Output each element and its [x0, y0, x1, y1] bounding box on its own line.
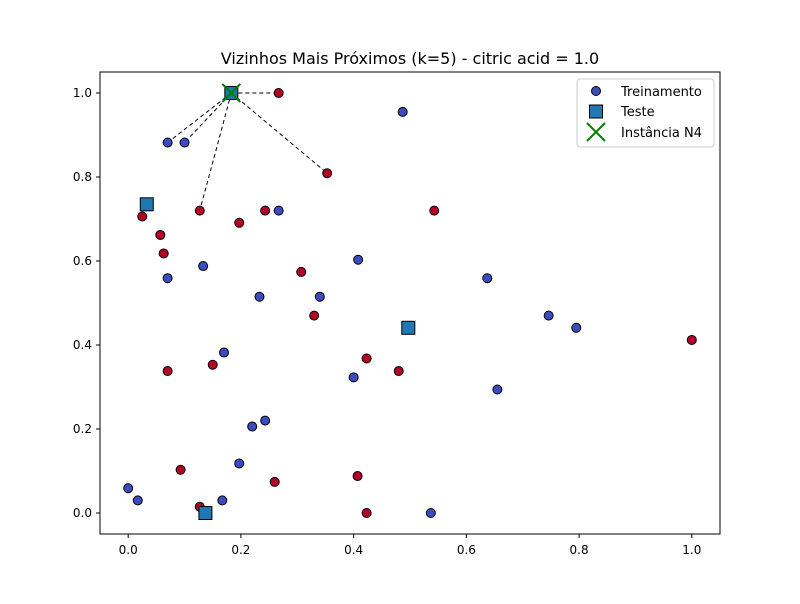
- training-point-blue: [123, 483, 134, 494]
- training-point-red: [361, 508, 372, 518]
- test-point: [139, 197, 154, 212]
- test-point: [198, 506, 213, 520]
- legend-marker-training: [591, 86, 601, 96]
- training-point-red: [429, 205, 440, 216]
- training-point-red: [234, 217, 245, 228]
- training-point-red: [162, 366, 173, 377]
- training-point-blue: [314, 291, 325, 302]
- training-point-blue: [234, 458, 245, 469]
- training-point-red: [361, 353, 372, 364]
- x-tick-label: 0.2: [231, 543, 250, 557]
- x-tick-label: 1.0: [682, 543, 701, 557]
- training-point-blue: [162, 273, 173, 284]
- plot-area: 0.0 0.2 0.4 0.6 0.8 1.0 0.0 0.2 0.4 0.6 0.8 1.0: [73, 71, 721, 557]
- training-point-red: [686, 334, 697, 345]
- training-point-blue: [260, 415, 271, 426]
- training-point-blue: [353, 254, 364, 265]
- training-point-blue: [397, 106, 408, 117]
- y-tick-label: 1.0: [73, 86, 92, 100]
- training-point-blue: [482, 273, 493, 284]
- training-point-blue: [543, 310, 554, 321]
- training-point-red: [137, 211, 148, 222]
- y-tick-label: 0.0: [73, 506, 92, 520]
- training-point-blue: [219, 347, 229, 358]
- training-point-red: [158, 248, 169, 259]
- legend-label-query: Instância N4: [621, 126, 702, 141]
- x-tick-label: 0.8: [570, 543, 589, 557]
- training-point-blue: [198, 261, 209, 272]
- legend-box: [576, 78, 715, 148]
- legend-label-training: Treinamento: [620, 85, 702, 100]
- training-point-red: [260, 205, 271, 216]
- training-point-blue: [132, 495, 143, 506]
- y-tick-label: 0.2: [73, 422, 92, 436]
- x-tick-label: 0.4: [344, 543, 363, 557]
- training-point-red: [273, 88, 284, 98]
- legend: Treinamento Teste Instância N4: [576, 78, 715, 148]
- training-point-red: [269, 476, 280, 487]
- y-tick-label: 0.8: [73, 170, 92, 184]
- legend-marker-test: [589, 104, 603, 119]
- training-point-blue: [348, 372, 359, 383]
- training-point-red: [194, 205, 205, 216]
- training-point-red: [393, 366, 404, 377]
- training-point-blue: [179, 137, 190, 148]
- training-point-red: [322, 168, 333, 179]
- training-point-blue: [273, 205, 284, 216]
- training-point-red: [207, 359, 218, 370]
- legend-marker-query: [586, 122, 606, 142]
- training-point-red: [352, 471, 363, 482]
- training-point-red: [296, 266, 307, 277]
- training-point-blue: [247, 421, 258, 432]
- neighbor-line: [184, 92, 232, 143]
- training-point-blue: [217, 495, 228, 506]
- y-tick-label: 0.6: [73, 254, 92, 268]
- axes-frame: [99, 71, 721, 535]
- training-point-red: [309, 310, 320, 321]
- training-point-red: [155, 229, 166, 240]
- training-point-blue: [162, 137, 173, 148]
- training-point-blue: [571, 322, 582, 333]
- y-tick-label: 0.4: [73, 338, 92, 352]
- training-point-red: [175, 464, 186, 475]
- training-point-blue: [425, 508, 436, 518]
- legend-label-test: Teste: [620, 105, 655, 120]
- x-tick-label: 0.6: [457, 543, 476, 557]
- test-point: [401, 320, 416, 335]
- query-x-stroke: [221, 83, 242, 103]
- training-point-blue: [254, 291, 265, 302]
- x-tick-label: 0.0: [119, 543, 138, 557]
- training-point-blue: [492, 384, 503, 395]
- neighbor-line: [199, 92, 232, 211]
- chart-title: Vizinhos Mais Próximos (k=5) - citric ac…: [221, 49, 599, 68]
